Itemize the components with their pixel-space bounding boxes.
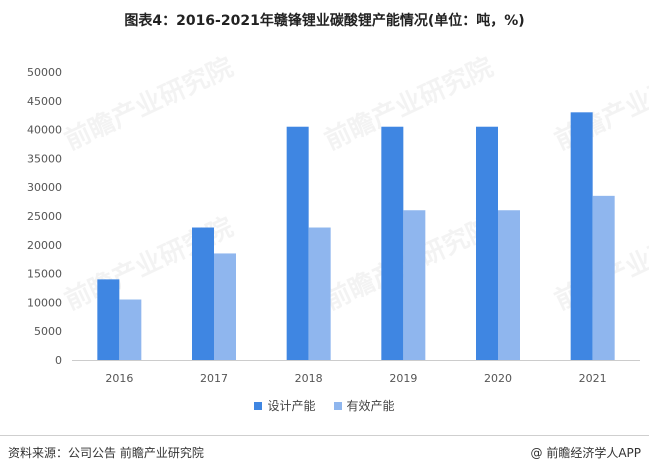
x-tick-label: 2018 [295, 372, 323, 385]
y-axis: 0 5000 10000 15000 20000 25000 30000 35000 40000… [27, 66, 62, 367]
bar-effective-2016 [119, 299, 142, 360]
x-axis: 2016 2017 2018 2019 2020 2021 [72, 360, 640, 385]
legend-label-effective: 有效产能 [346, 399, 395, 413]
bar-design-2021 [570, 112, 593, 360]
watermark-text: 前瞻产业研究院 [550, 51, 649, 156]
legend-item-design[interactable]: 设计产能 [254, 397, 316, 414]
y-tick-label: 25000 [27, 210, 62, 223]
y-tick-label: 5000 [34, 325, 62, 338]
legend-label-design: 设计产能 [267, 399, 316, 413]
footer: 资料来源：公司公告 前瞻产业研究院 @ 前瞻经济学人APP [0, 435, 649, 471]
bars [97, 112, 615, 360]
watermark-layer: 前瞻产业研究院前瞻产业研究院前瞻产业研究院前瞻产业研究院前瞻产业研究院前瞻产业研… [60, 51, 649, 316]
bar-design-2018 [286, 126, 309, 360]
brand-name: 前瞻经济学人APP [546, 446, 641, 460]
x-tick-label: 2021 [579, 372, 607, 385]
footer-divider [0, 435, 649, 436]
bar-design-2017 [192, 227, 214, 360]
watermark-text: 前瞻产业研究院 [60, 51, 238, 156]
chart-title: 图表4：2016-2021年赣锋锂业碳酸锂产能情况(单位：吨，%) [124, 13, 525, 29]
y-tick-label: 40000 [27, 124, 62, 137]
y-tick-label: 30000 [27, 181, 62, 194]
bar-chart: 前瞻产业研究院前瞻产业研究院前瞻产业研究院前瞻产业研究院前瞻产业研究院前瞻产业研… [27, 51, 649, 385]
legend-swatch-effective [333, 401, 342, 410]
bar-design-2019 [381, 126, 404, 360]
watermark-text: 前瞻产业研究院 [320, 51, 498, 156]
brand-credit: @ 前瞻经济学人APP [530, 444, 641, 461]
y-tick-label: 20000 [27, 239, 62, 252]
bar-effective-2020 [498, 210, 520, 360]
bar-effective-2019 [403, 210, 426, 360]
brand-icon: @ [530, 446, 543, 460]
bar-effective-2021 [592, 195, 615, 360]
legend-item-effective[interactable]: 有效产能 [333, 397, 395, 414]
y-tick-label: 35000 [27, 152, 62, 165]
source-note: 资料来源：公司公告 前瞻产业研究院 [8, 446, 204, 460]
bar-effective-2018 [308, 227, 331, 360]
bar-design-2020 [476, 126, 498, 360]
x-tick-label: 2020 [484, 372, 512, 385]
legend: 设计产能 有效产能 [0, 397, 649, 414]
bar-effective-2017 [214, 253, 236, 360]
x-tick-label: 2017 [200, 372, 228, 385]
y-tick-label: 0 [55, 354, 62, 367]
y-tick-label: 15000 [27, 268, 62, 281]
bar-design-2016 [97, 279, 120, 360]
y-tick-label: 10000 [27, 296, 62, 309]
y-tick-label: 50000 [27, 66, 62, 79]
legend-swatch-design [254, 401, 263, 410]
x-tick-label: 2016 [105, 372, 133, 385]
x-tick-label: 2019 [389, 372, 417, 385]
y-tick-label: 45000 [27, 95, 62, 108]
